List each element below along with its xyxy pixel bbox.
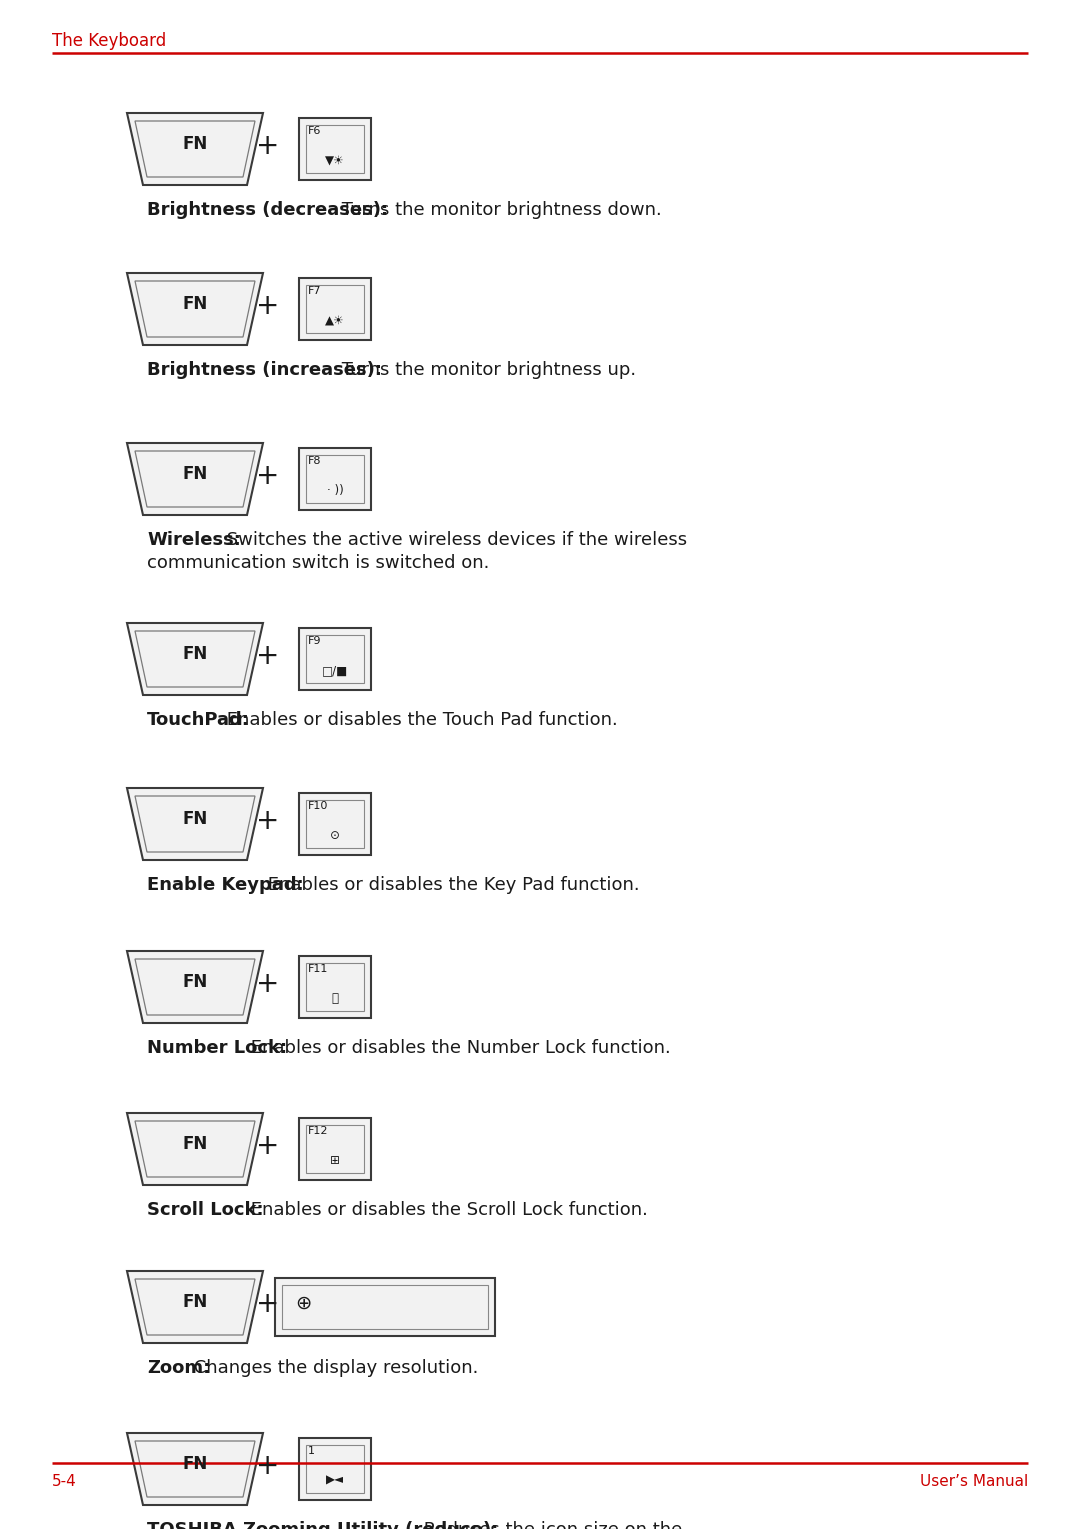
- Text: F10: F10: [308, 801, 328, 810]
- Polygon shape: [127, 1271, 264, 1342]
- Text: Zoom:: Zoom:: [147, 1359, 211, 1378]
- Text: F9: F9: [308, 636, 322, 645]
- FancyBboxPatch shape: [306, 800, 364, 849]
- Polygon shape: [135, 1278, 255, 1335]
- Polygon shape: [127, 1113, 264, 1185]
- Text: F6: F6: [308, 125, 322, 136]
- Text: +: +: [256, 1453, 280, 1480]
- Text: +: +: [256, 969, 280, 998]
- Text: Brightness (increases):: Brightness (increases):: [147, 361, 382, 379]
- FancyBboxPatch shape: [299, 278, 372, 339]
- Text: ▼☀: ▼☀: [325, 154, 345, 167]
- Polygon shape: [127, 443, 264, 515]
- Text: +: +: [256, 131, 280, 161]
- Text: +: +: [256, 462, 280, 489]
- FancyBboxPatch shape: [306, 456, 364, 503]
- Polygon shape: [127, 274, 264, 346]
- Text: ▶◄: ▶◄: [326, 1474, 345, 1488]
- Text: communication switch is switched on.: communication switch is switched on.: [147, 553, 489, 572]
- Text: ⊙: ⊙: [330, 829, 340, 842]
- FancyBboxPatch shape: [282, 1284, 488, 1329]
- Text: Switches the active wireless devices if the wireless: Switches the active wireless devices if …: [220, 531, 687, 549]
- Text: Wireless:: Wireless:: [147, 531, 241, 549]
- Text: F11: F11: [308, 963, 328, 974]
- Text: TouchPad:: TouchPad:: [147, 711, 249, 729]
- FancyBboxPatch shape: [306, 1445, 364, 1492]
- Text: ▲☀: ▲☀: [325, 313, 345, 327]
- FancyBboxPatch shape: [306, 635, 364, 683]
- Text: Enables or disables the Touch Pad function.: Enables or disables the Touch Pad functi…: [220, 711, 618, 729]
- Polygon shape: [127, 951, 264, 1023]
- Text: · )): · )): [326, 485, 343, 497]
- Text: Enables or disables the Key Pad function.: Enables or disables the Key Pad function…: [261, 876, 639, 894]
- Text: Turns the monitor brightness up.: Turns the monitor brightness up.: [336, 361, 636, 379]
- Text: FN: FN: [183, 135, 207, 153]
- Text: Enable Keypad:: Enable Keypad:: [147, 876, 303, 894]
- Polygon shape: [127, 113, 264, 185]
- Text: Turns the monitor brightness down.: Turns the monitor brightness down.: [336, 200, 661, 219]
- Text: FN: FN: [183, 810, 207, 829]
- Text: 5-4: 5-4: [52, 1474, 77, 1489]
- Text: FN: FN: [183, 1294, 207, 1310]
- Text: F8: F8: [308, 456, 322, 466]
- Text: Changes the display resolution.: Changes the display resolution.: [188, 1359, 478, 1378]
- Text: F12: F12: [308, 1125, 328, 1136]
- Text: Enables or disables the Number Lock function.: Enables or disables the Number Lock func…: [245, 1040, 671, 1057]
- FancyBboxPatch shape: [299, 956, 372, 1018]
- Text: FN: FN: [183, 465, 207, 483]
- Polygon shape: [135, 281, 255, 336]
- Text: Number Lock:: Number Lock:: [147, 1040, 287, 1057]
- FancyBboxPatch shape: [306, 284, 364, 333]
- FancyBboxPatch shape: [299, 448, 372, 511]
- FancyBboxPatch shape: [306, 125, 364, 173]
- Polygon shape: [127, 787, 264, 859]
- Text: +: +: [256, 642, 280, 670]
- FancyBboxPatch shape: [299, 118, 372, 180]
- Text: +: +: [256, 807, 280, 835]
- Text: FN: FN: [183, 1456, 207, 1472]
- Text: F7: F7: [308, 286, 322, 297]
- Polygon shape: [135, 631, 255, 687]
- Polygon shape: [127, 1433, 264, 1505]
- FancyBboxPatch shape: [275, 1278, 495, 1336]
- FancyBboxPatch shape: [299, 628, 372, 690]
- Polygon shape: [135, 121, 255, 177]
- Text: ⊞: ⊞: [330, 1154, 340, 1167]
- FancyBboxPatch shape: [299, 794, 372, 855]
- Polygon shape: [135, 797, 255, 852]
- Text: Reduces the icon size on the: Reduces the icon size on the: [418, 1521, 681, 1529]
- FancyBboxPatch shape: [306, 1125, 364, 1173]
- Text: 1: 1: [308, 1446, 315, 1456]
- Text: +: +: [256, 292, 280, 320]
- Text: ⊕: ⊕: [295, 1294, 311, 1312]
- FancyBboxPatch shape: [299, 1437, 372, 1500]
- Text: The Keyboard: The Keyboard: [52, 32, 166, 50]
- Text: FN: FN: [183, 1135, 207, 1153]
- Text: FN: FN: [183, 295, 207, 313]
- Text: +: +: [256, 1290, 280, 1318]
- Text: ⌶: ⌶: [332, 992, 338, 1005]
- Text: Enables or disables the Scroll Lock function.: Enables or disables the Scroll Lock func…: [245, 1200, 648, 1219]
- Text: Scroll Lock:: Scroll Lock:: [147, 1200, 264, 1219]
- Text: Brightness (decreases):: Brightness (decreases):: [147, 200, 388, 219]
- Polygon shape: [135, 959, 255, 1015]
- Text: +: +: [256, 1131, 280, 1161]
- Text: TOSHIBA Zooming Utility (reduce):: TOSHIBA Zooming Utility (reduce):: [147, 1521, 498, 1529]
- Text: FN: FN: [183, 645, 207, 664]
- Polygon shape: [135, 451, 255, 508]
- Text: User’s Manual: User’s Manual: [920, 1474, 1028, 1489]
- Polygon shape: [135, 1121, 255, 1177]
- Polygon shape: [127, 622, 264, 696]
- FancyBboxPatch shape: [299, 1118, 372, 1180]
- Polygon shape: [135, 1440, 255, 1497]
- FancyBboxPatch shape: [306, 963, 364, 1011]
- Text: □/■: □/■: [322, 664, 348, 677]
- Text: FN: FN: [183, 972, 207, 991]
